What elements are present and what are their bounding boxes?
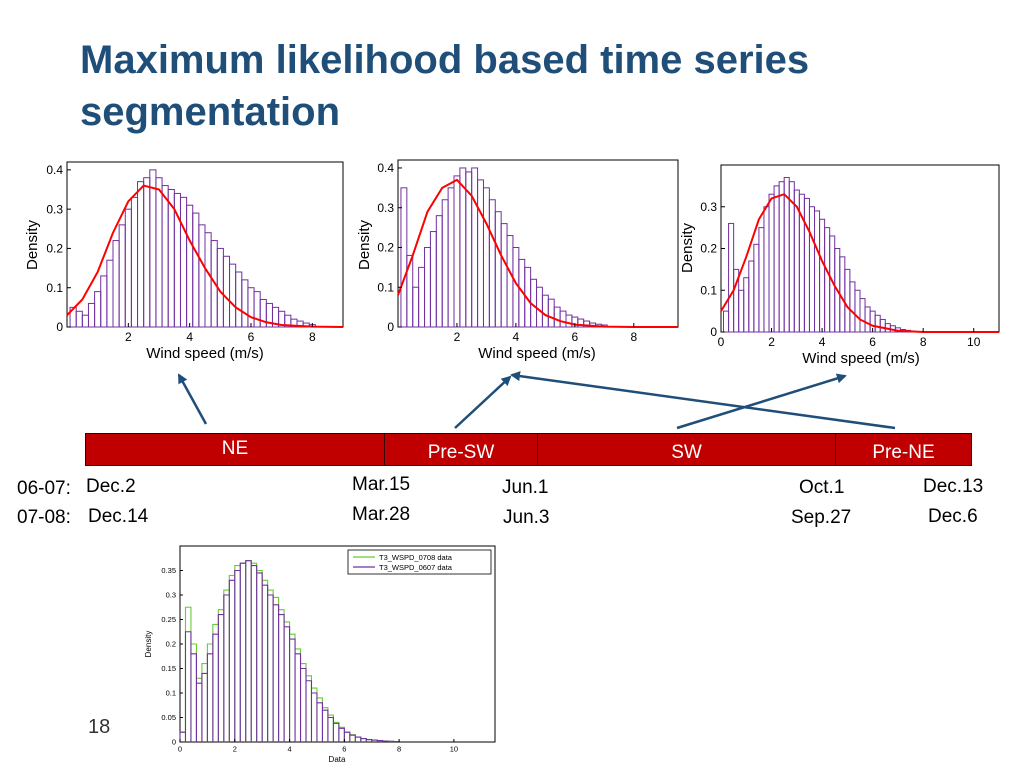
date-07-08-sw: Jun.3 <box>503 507 550 528</box>
y-tick-label: 0 <box>172 738 176 747</box>
y-tick-label: 0.2 <box>377 241 394 255</box>
x-tick-label: 6 <box>248 330 255 344</box>
x-tick-label: 2 <box>768 335 775 349</box>
y-tick-label: 0.1 <box>46 281 63 295</box>
x-tick-label: 8 <box>630 330 637 344</box>
season-pre-sw: Pre-SW <box>384 433 538 466</box>
plot-frame <box>179 545 496 743</box>
plot-frame <box>397 159 679 328</box>
legend-box <box>347 549 492 575</box>
date-06-07-end: Dec.13 <box>923 476 984 497</box>
y-axis-label: Density <box>24 219 41 270</box>
legend-label-0607: T3_WSPD_0607 data <box>379 563 453 572</box>
legend: T3_WSPD_0708 data T3_WSPD_0607 data <box>347 549 492 575</box>
date-06-07-ne: Dec.2 <box>86 476 136 497</box>
x-tick-label: 6 <box>342 745 346 754</box>
x-tick-label: 10 <box>450 745 458 754</box>
date-07-08-pre-sw: Mar.28 <box>352 504 411 525</box>
y-tick-label: 0.35 <box>161 566 176 575</box>
arrow-sw <box>676 373 847 430</box>
y-tick-label: 0 <box>387 320 394 334</box>
date-06-07-pre-ne: Oct.1 <box>799 477 845 498</box>
y-tick-label: 0.2 <box>700 242 717 256</box>
y-tick-label: 0.1 <box>377 280 394 294</box>
y-axis-label: Density <box>144 631 153 658</box>
fit-curve <box>720 193 999 333</box>
date-06-07-pre-sw: Mar.15 <box>352 474 411 495</box>
x-tick-label: 0 <box>178 745 182 754</box>
y-tick-label: 0.05 <box>161 713 176 722</box>
row-label-07-08: 07-08: <box>17 507 71 528</box>
y-tick-label: 0.2 <box>46 242 63 256</box>
y-axis-label: Density <box>679 222 696 273</box>
x-tick-label: 2 <box>125 330 132 344</box>
x-tick-label: 2 <box>233 745 237 754</box>
season-pre-ne: Pre-NE <box>835 433 972 466</box>
fit-curve <box>66 184 344 328</box>
x-tick-label: 4 <box>186 330 193 344</box>
x-axis-label: Data <box>329 755 346 764</box>
x-tick-label: 0 <box>718 335 725 349</box>
histogram-chart-pre-sw: 2 4 6 8 0 0.1 0.2 0.3 0.4 Wind speed (m/s) Densi… <box>356 159 679 362</box>
arrow-pre-sw <box>454 375 512 429</box>
fit-curve <box>397 178 678 328</box>
x-axis-label: Wind speed (m/s) <box>802 350 920 367</box>
y-tick-label: 0.4 <box>46 163 63 177</box>
season-timeline-bar: NE Pre-SW SW Pre-NE <box>85 433 972 466</box>
y-axis-label: Density <box>356 219 373 270</box>
x-tick-label: 2 <box>454 330 461 344</box>
x-tick-label: 4 <box>513 330 520 344</box>
page-number: 18 <box>88 716 111 738</box>
y-tick-label: 0.3 <box>377 201 394 215</box>
comparison-histogram-chart: 0 2 4 6 8 10 0 0.05 0.1 0.15 0.2 0.25 0.3 0.35 Data D… <box>144 545 496 764</box>
season-ne: NE <box>85 433 385 466</box>
y-tick-label: 0.3 <box>700 200 717 214</box>
y-tick-label: 0.25 <box>161 615 176 624</box>
x-tick-label: 4 <box>287 745 291 754</box>
row-label-06-07: 06-07: <box>17 478 71 499</box>
date-06-07-sw: Jun.1 <box>502 477 549 498</box>
x-axis-label: Wind speed (m/s) <box>146 345 264 362</box>
date-07-08-ne: Dec.14 <box>88 506 149 527</box>
histogram-chart-ne: 2 4 6 8 0 0.1 0.2 0.3 0.4 Wind speed (m/s) Densi… <box>24 161 344 362</box>
x-tick-label: 8 <box>309 330 316 344</box>
arrow-pre-ne <box>510 371 896 430</box>
y-tick-label: 0.2 <box>166 640 176 649</box>
y-tick-label: 0.1 <box>700 283 717 297</box>
date-07-08-pre-ne: Sep.27 <box>791 507 852 528</box>
arrow-ne <box>177 373 208 425</box>
legend-label-0708: T3_WSPD_0708 data <box>379 553 453 562</box>
x-tick-label: 6 <box>571 330 578 344</box>
y-tick-label: 0 <box>710 325 717 339</box>
date-07-08-end: Dec.6 <box>928 506 978 527</box>
histogram-chart-sw: 0 2 4 6 8 10 0 0.1 0.2 0.3 Wind speed (m/s) Densi… <box>679 164 1000 367</box>
y-tick-label: 0.1 <box>166 689 176 698</box>
slide-title: Maximum likelihood based time series seg… <box>80 38 810 134</box>
x-tick-label: 4 <box>819 335 826 349</box>
y-tick-label: 0.15 <box>161 664 176 673</box>
y-tick-label: 0.4 <box>377 161 394 175</box>
x-tick-label: 6 <box>869 335 876 349</box>
y-tick-label: 0.3 <box>46 202 63 216</box>
y-tick-label: 0.3 <box>166 591 176 600</box>
x-tick-label: 10 <box>967 335 981 349</box>
x-tick-label: 8 <box>920 335 927 349</box>
y-tick-label: 0 <box>56 320 63 334</box>
x-tick-label: 8 <box>397 745 401 754</box>
x-axis-label: Wind speed (m/s) <box>478 345 596 362</box>
season-sw: SW <box>537 433 836 466</box>
